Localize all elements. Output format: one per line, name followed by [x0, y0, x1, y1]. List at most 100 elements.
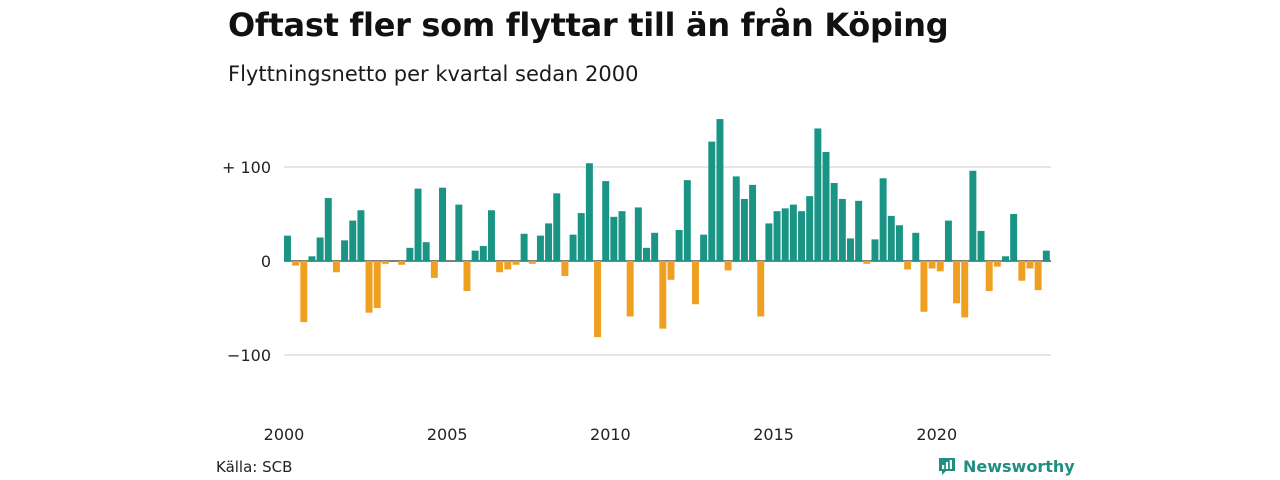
chart-subtitle: Flyttningsnetto per kvartal sedan 2000 [228, 62, 639, 86]
bar [912, 232, 920, 261]
bar [838, 198, 846, 261]
bar [471, 250, 479, 261]
bar [422, 242, 430, 261]
bar [700, 234, 708, 261]
bar [749, 184, 757, 261]
x-tick-label: 2005 [427, 425, 468, 444]
newsworthy-logo: Newsworthy [937, 456, 1075, 476]
bar [895, 225, 903, 261]
bar [520, 233, 528, 261]
bar [1002, 256, 1009, 261]
bar [357, 210, 365, 261]
bar [871, 239, 879, 261]
bar [332, 261, 340, 273]
bar [904, 261, 912, 270]
bar [626, 261, 634, 317]
bar [439, 187, 446, 261]
bar [1026, 261, 1034, 269]
bar [936, 261, 944, 272]
x-tick-label: 2020 [916, 425, 957, 444]
bar [414, 188, 422, 261]
brand-name: Newsworthy [963, 456, 1075, 476]
bar [724, 261, 732, 271]
bar [716, 119, 724, 261]
bar [675, 229, 683, 261]
bar [651, 232, 659, 261]
bar [732, 176, 740, 261]
bar [284, 235, 291, 261]
x-tick-label: 2015 [753, 425, 794, 444]
bar [740, 198, 748, 261]
bar [1042, 250, 1050, 261]
bar [430, 261, 438, 278]
bar [602, 181, 610, 261]
bar [961, 261, 969, 318]
bar [708, 141, 716, 261]
bar [822, 151, 830, 261]
bar [691, 261, 699, 305]
x-tick-label: 2010 [590, 425, 631, 444]
bar [528, 261, 536, 264]
bar [1010, 214, 1018, 261]
bar [683, 180, 691, 261]
bar [928, 261, 936, 269]
bar [585, 163, 593, 261]
bar [830, 182, 838, 261]
bar [487, 210, 495, 261]
bar [847, 238, 854, 261]
chart-bubble-icon [939, 458, 955, 475]
bar [1034, 261, 1042, 291]
bar [773, 211, 781, 261]
chart-title: Oftast fler som flyttar till än från Köp… [228, 6, 949, 44]
bar [300, 261, 308, 323]
bar [292, 261, 300, 266]
x-tick-label: 2000 [264, 425, 305, 444]
bar [504, 261, 512, 270]
bar [985, 261, 993, 292]
bar [316, 237, 324, 261]
y-tick-label: + 100 [222, 158, 271, 177]
bar [618, 211, 626, 261]
bar [463, 261, 471, 292]
bar [953, 261, 961, 304]
bar [969, 170, 977, 261]
source-note: Källa: SCB [216, 458, 293, 476]
bar [855, 200, 863, 261]
y-tick-label: 0 [261, 252, 271, 271]
bar [765, 223, 773, 261]
bar [545, 223, 553, 261]
bar [634, 207, 642, 261]
bar [920, 261, 928, 312]
bar [398, 261, 406, 265]
bar [798, 211, 806, 261]
bar [324, 198, 332, 261]
bar [406, 247, 414, 261]
bar [479, 245, 487, 261]
bar [887, 215, 895, 261]
bar [1018, 261, 1026, 281]
bar [308, 256, 316, 261]
bar [757, 261, 765, 317]
bar [879, 178, 887, 261]
bar [349, 220, 357, 261]
bar [365, 261, 373, 313]
bar [863, 261, 871, 264]
bar [381, 261, 389, 264]
bar [373, 261, 381, 308]
bar [814, 128, 822, 261]
y-tick-label: −100 [227, 346, 271, 365]
bar [667, 261, 675, 280]
bar [569, 234, 577, 261]
bar [993, 261, 1001, 267]
bar [536, 235, 544, 261]
bar [341, 240, 349, 261]
bar [553, 193, 561, 261]
bar [594, 261, 602, 338]
bar [455, 204, 463, 261]
bar [944, 220, 952, 261]
bar [577, 213, 585, 261]
bar [659, 261, 667, 329]
bar [789, 204, 797, 261]
bar [806, 196, 814, 261]
